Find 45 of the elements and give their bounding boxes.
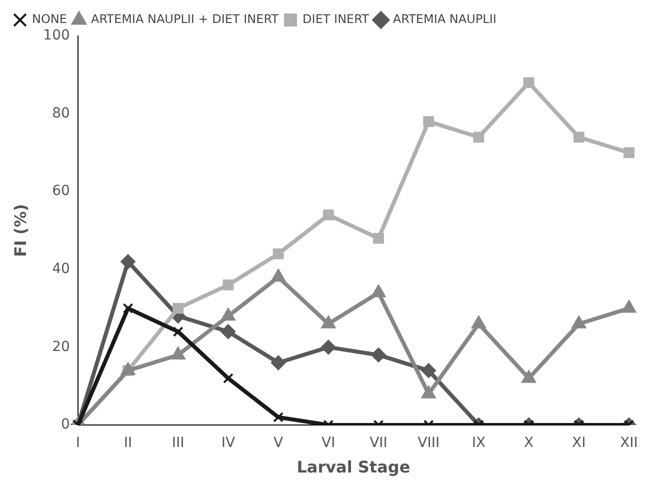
point [571, 315, 586, 328]
x-tick-label: V [274, 435, 284, 452]
point [523, 77, 534, 88]
x-tick-label: II [124, 435, 132, 452]
point [624, 147, 634, 158]
point [371, 284, 386, 298]
point [170, 346, 186, 360]
point [220, 308, 236, 321]
y-tick-label: 20 [52, 338, 70, 355]
x-tick-label: VIII [418, 435, 440, 452]
point [272, 248, 284, 260]
x-tick-label: XII [620, 435, 638, 452]
legend-label: ARTEMIA NAUPLII [392, 12, 496, 26]
point [423, 116, 434, 128]
x-tick-label: IV [221, 435, 236, 452]
point [270, 268, 286, 282]
y-tick-label: 40 [52, 261, 70, 278]
point [222, 280, 234, 290]
x-tick-label: XI [572, 435, 586, 452]
point [473, 132, 484, 143]
x-tick-label: VI [322, 435, 336, 452]
point [421, 385, 436, 398]
y-tick-label: 60 [52, 183, 70, 200]
point [471, 315, 486, 328]
x-tick-label: IX [472, 435, 486, 452]
point [622, 300, 636, 313]
point [373, 232, 384, 244]
point [320, 315, 336, 328]
point [521, 370, 536, 383]
x-axis-title: Larval Stage [296, 458, 410, 477]
legend-label: DIET INERT [302, 12, 370, 26]
x-tick-label: VII [370, 435, 388, 452]
legend-label: NONE [32, 12, 67, 26]
y-tick-label: 80 [52, 105, 70, 122]
legend-label: ARTEMIA NAUPLII + DIET INERT [90, 12, 280, 26]
point [120, 254, 136, 270]
x-tick-label: III [172, 435, 184, 452]
y-tick-label: 0 [61, 416, 70, 433]
point [322, 209, 334, 220]
x-tick-label: X [524, 435, 534, 452]
point [120, 362, 136, 376]
y-tick-label: 100 [43, 28, 70, 44]
y-axis-title: FI (%) [10, 204, 30, 258]
x-tick-label: I [76, 435, 80, 452]
point [573, 132, 584, 143]
